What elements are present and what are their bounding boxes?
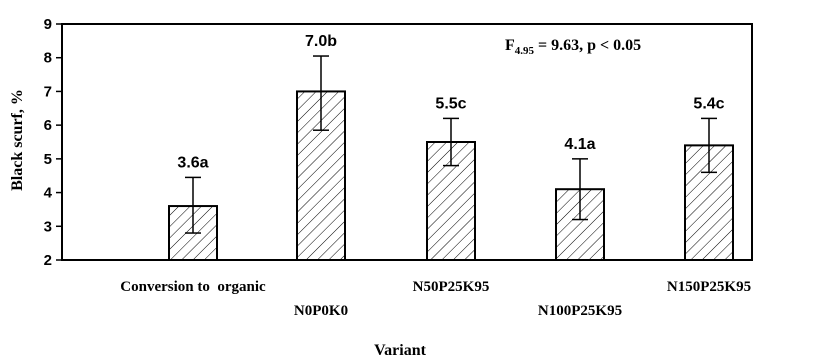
bar-value-label: 3.6a (177, 154, 208, 171)
category-label: N150P25K95 (667, 279, 751, 295)
annotation-text: = 9.63, p < 0.05 (534, 37, 641, 54)
y-tick-label: 4 (44, 185, 53, 202)
y-tick-label: 3 (44, 218, 52, 235)
x-axis-label: Variant (374, 342, 427, 359)
bar (426, 141, 476, 261)
x-axis-categories: Conversion to organic N0P0K0 N50P25K95 N100… (120, 279, 751, 319)
category-label: N50P25K95 (413, 279, 490, 295)
y-axis: 2 3 4 5 6 7 8 9 (44, 16, 62, 269)
bar-value-label: 4.1a (564, 136, 595, 153)
y-tick-label: 9 (44, 16, 52, 33)
bar (684, 144, 734, 261)
y-tick-label: 2 (44, 252, 52, 269)
bar-group: 4.1a (555, 136, 605, 261)
y-tick-label: 8 (44, 50, 52, 67)
category-label: N0P0K0 (294, 303, 348, 319)
y-tick-label: 5 (44, 151, 52, 168)
plot-area (61, 23, 753, 261)
bar-group: 7.0b (296, 33, 346, 261)
y-axis-label: Black scurf, % (9, 89, 26, 191)
y-tick-label: 6 (44, 117, 52, 134)
category-label: N100P25K95 (538, 303, 622, 319)
bar-group: 5.5c (426, 95, 476, 261)
annotation-prefix: F (505, 37, 515, 54)
bar-value-label: 5.4c (693, 95, 724, 112)
bar-value-label: 5.5c (435, 95, 466, 112)
statistics-annotation: F4.95 = 9.63, p < 0.05 (505, 37, 641, 57)
bar-value-label: 7.0b (305, 33, 337, 50)
bar-group: 5.4c (684, 95, 734, 261)
bar-group: 3.6a (168, 154, 218, 261)
bars: 3.6a 7.0b 5.5c 4.1a 5.4c (168, 33, 734, 261)
category-label: Conversion to organic (120, 279, 266, 295)
annotation-subscript: 4.95 (515, 45, 535, 57)
y-tick-label: 7 (44, 83, 52, 100)
plot-frame (61, 23, 753, 261)
